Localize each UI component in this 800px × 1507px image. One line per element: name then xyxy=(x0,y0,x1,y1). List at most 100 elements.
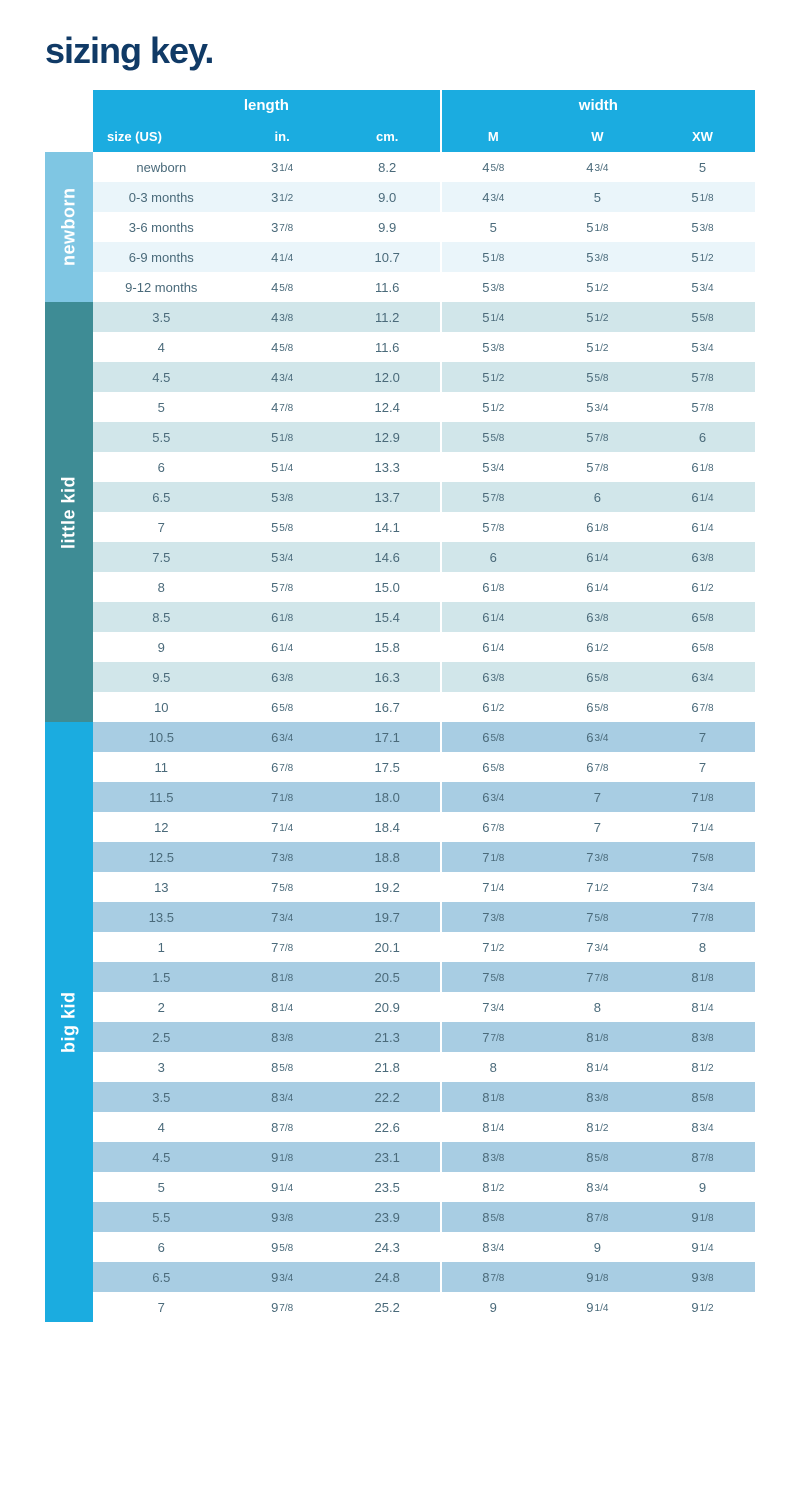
cell-in: 63/8 xyxy=(230,662,335,692)
cell-cm: 12.4 xyxy=(335,392,440,422)
cell-xw: 75/8 xyxy=(650,842,755,872)
cell-xw: 55/8 xyxy=(650,302,755,332)
cell-in: 31/4 xyxy=(230,152,335,182)
sizing-table: newbornlittle kidbig kid length width si… xyxy=(45,90,755,1322)
cell-w: 61/2 xyxy=(545,632,650,662)
cell-size: 6.5 xyxy=(93,1262,230,1292)
cell-size: 4 xyxy=(93,1112,230,1142)
cell-w: 61/4 xyxy=(545,572,650,602)
cell-w: 8 xyxy=(545,992,650,1022)
cell-w: 73/8 xyxy=(545,842,650,872)
cell-w: 5 xyxy=(545,182,650,212)
cell-w: 51/2 xyxy=(545,302,650,332)
cell-w: 7 xyxy=(545,812,650,842)
cell-cm: 13.7 xyxy=(335,482,440,512)
cell-w: 81/8 xyxy=(545,1022,650,1052)
cell-xw: 57/8 xyxy=(650,392,755,422)
cell-cm: 20.9 xyxy=(335,992,440,1022)
cell-in: 37/8 xyxy=(230,212,335,242)
table-row: 7 55/8 14.1 57/8 61/8 61/4 xyxy=(93,512,755,542)
cell-cm: 11.2 xyxy=(335,302,440,332)
cell-xw: 81/2 xyxy=(650,1052,755,1082)
cell-xw: 6 xyxy=(650,422,755,452)
cell-xw: 71/4 xyxy=(650,812,755,842)
cell-xw: 73/4 xyxy=(650,872,755,902)
cell-xw: 71/8 xyxy=(650,782,755,812)
cell-in: 31/2 xyxy=(230,182,335,212)
cell-size: 9-12 months xyxy=(93,272,230,302)
category-newborn: newborn xyxy=(45,152,93,302)
page-title: sizing key. xyxy=(45,30,755,72)
cell-xw: 83/8 xyxy=(650,1022,755,1052)
cell-cm: 14.6 xyxy=(335,542,440,572)
table-row: newborn 31/4 8.2 45/8 43/4 5 xyxy=(93,152,755,182)
cell-w: 55/8 xyxy=(545,362,650,392)
cell-size: 6 xyxy=(93,1232,230,1262)
cell-xw: 61/4 xyxy=(650,482,755,512)
cell-in: 45/8 xyxy=(230,272,335,302)
cell-w: 85/8 xyxy=(545,1142,650,1172)
cell-cm: 8.2 xyxy=(335,152,440,182)
cell-size: 13.5 xyxy=(93,902,230,932)
cell-m: 57/8 xyxy=(440,512,545,542)
cell-m: 81/4 xyxy=(440,1112,545,1142)
cell-in: 93/4 xyxy=(230,1262,335,1292)
cell-in: 65/8 xyxy=(230,692,335,722)
cell-in: 95/8 xyxy=(230,1232,335,1262)
cell-cm: 9.9 xyxy=(335,212,440,242)
cell-m: 83/8 xyxy=(440,1142,545,1172)
table-row: 3 85/8 21.8 8 81/4 81/2 xyxy=(93,1052,755,1082)
cell-m: 43/4 xyxy=(440,182,545,212)
cell-m: 55/8 xyxy=(440,422,545,452)
cell-m: 8 xyxy=(440,1052,545,1082)
cell-m: 61/4 xyxy=(440,602,545,632)
table-row: 5.5 93/8 23.9 85/8 87/8 91/8 xyxy=(93,1202,755,1232)
table-row: 9.5 63/8 16.3 63/8 65/8 63/4 xyxy=(93,662,755,692)
cell-in: 53/8 xyxy=(230,482,335,512)
cell-xw: 63/4 xyxy=(650,662,755,692)
cell-m: 63/8 xyxy=(440,662,545,692)
table-row: 4.5 91/8 23.1 83/8 85/8 87/8 xyxy=(93,1142,755,1172)
cell-size: 9 xyxy=(93,632,230,662)
cell-size: 11.5 xyxy=(93,782,230,812)
cell-size: 3.5 xyxy=(93,1082,230,1112)
cell-w: 81/2 xyxy=(545,1112,650,1142)
cell-xw: 87/8 xyxy=(650,1142,755,1172)
cell-xw: 61/4 xyxy=(650,512,755,542)
cell-size: 5 xyxy=(93,392,230,422)
cell-w: 65/8 xyxy=(545,662,650,692)
table-row: 5.5 51/8 12.9 55/8 57/8 6 xyxy=(93,422,755,452)
table-row: 12.5 73/8 18.8 71/8 73/8 75/8 xyxy=(93,842,755,872)
table-row: 8 57/8 15.0 61/8 61/4 61/2 xyxy=(93,572,755,602)
table-row: 3-6 months 37/8 9.9 5 51/8 53/8 xyxy=(93,212,755,242)
cell-m: 61/8 xyxy=(440,572,545,602)
cell-xw: 5 xyxy=(650,152,755,182)
cell-cm: 12.0 xyxy=(335,362,440,392)
cell-w: 6 xyxy=(545,482,650,512)
cell-size: 0-3 months xyxy=(93,182,230,212)
cell-cm: 24.3 xyxy=(335,1232,440,1262)
cell-cm: 18.0 xyxy=(335,782,440,812)
cell-cm: 17.5 xyxy=(335,752,440,782)
cell-in: 43/4 xyxy=(230,362,335,392)
cell-m: 51/2 xyxy=(440,392,545,422)
cell-xw: 81/8 xyxy=(650,962,755,992)
cell-size: 12 xyxy=(93,812,230,842)
cell-w: 83/8 xyxy=(545,1082,650,1112)
cell-cm: 18.8 xyxy=(335,842,440,872)
table-row: 2.5 83/8 21.3 77/8 81/8 83/8 xyxy=(93,1022,755,1052)
cell-in: 67/8 xyxy=(230,752,335,782)
cell-in: 93/8 xyxy=(230,1202,335,1232)
cell-size: 8.5 xyxy=(93,602,230,632)
table-row: 8.5 61/8 15.4 61/4 63/8 65/8 xyxy=(93,602,755,632)
cell-xw: 85/8 xyxy=(650,1082,755,1112)
cell-in: 51/8 xyxy=(230,422,335,452)
cell-in: 85/8 xyxy=(230,1052,335,1082)
cell-size: 11 xyxy=(93,752,230,782)
header-sub-1: in. xyxy=(230,120,335,152)
table-row: 6 95/8 24.3 83/4 9 91/4 xyxy=(93,1232,755,1262)
cell-cm: 22.2 xyxy=(335,1082,440,1112)
cell-m: 51/4 xyxy=(440,302,545,332)
cell-in: 91/4 xyxy=(230,1172,335,1202)
cell-m: 85/8 xyxy=(440,1202,545,1232)
